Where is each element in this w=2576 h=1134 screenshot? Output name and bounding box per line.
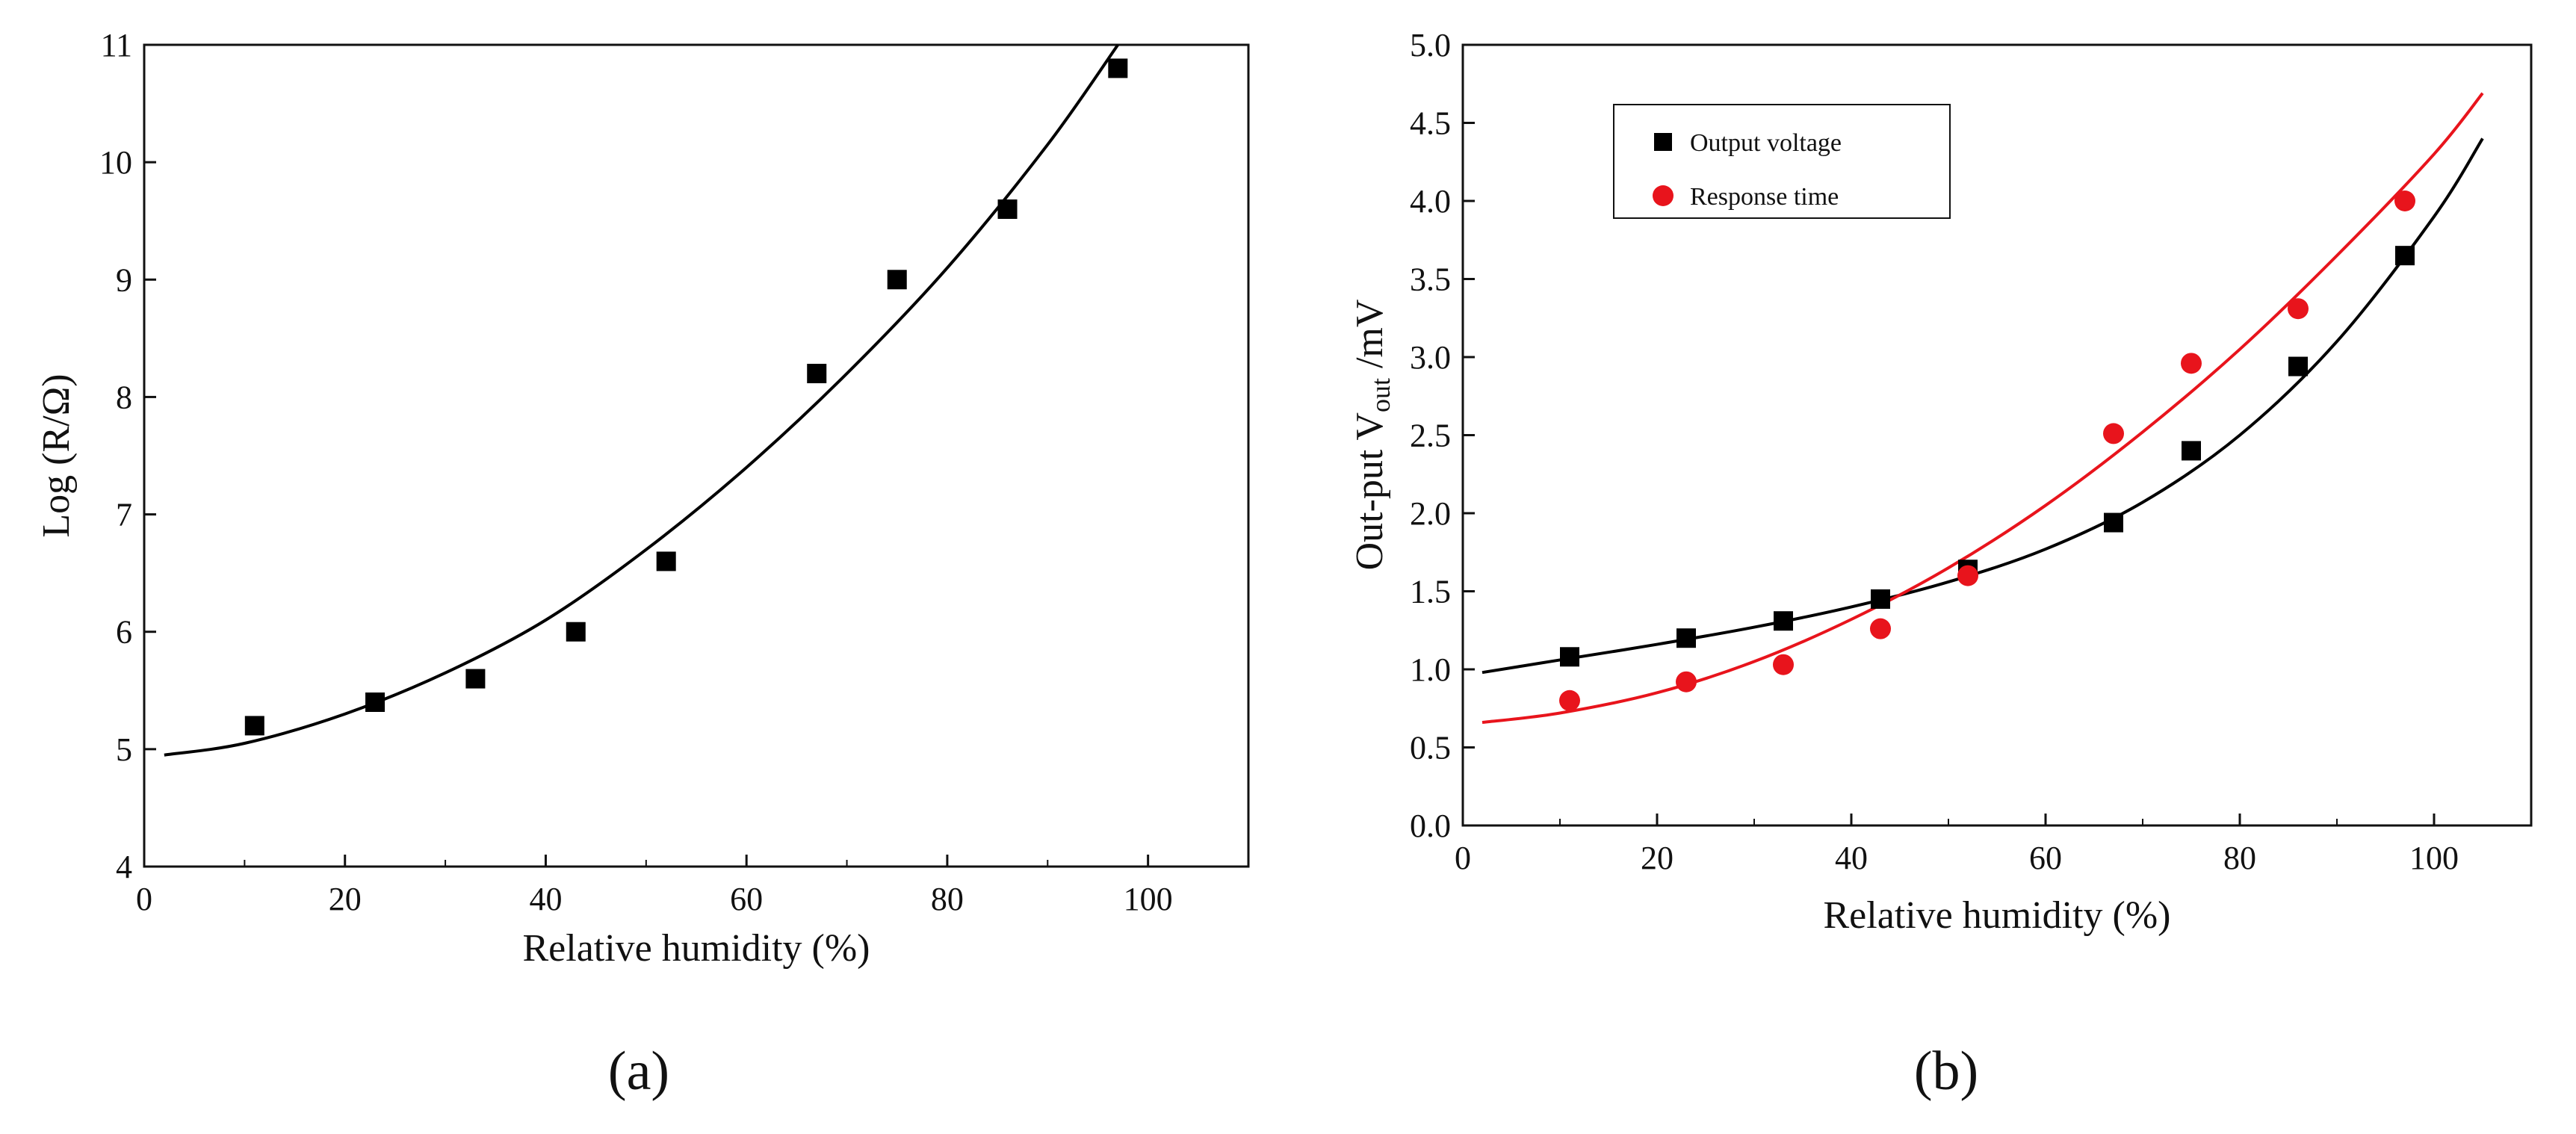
fit-curve-response-time bbox=[1481, 92, 2484, 725]
data-point-log-r bbox=[887, 270, 907, 290]
panel-label-b: (b) bbox=[1914, 1041, 1978, 1102]
legend-label-output-voltage: Output voltage bbox=[1690, 129, 1842, 157]
data-point-log-r bbox=[465, 669, 486, 689]
x-axis-title-a: Relative humidity (%) bbox=[522, 927, 870, 970]
y-axis-title-b-unit: /mV bbox=[1349, 300, 1391, 378]
x-tick-label-a: 80 bbox=[931, 881, 964, 917]
y-tick-label-b: 3.0 bbox=[1410, 339, 1451, 376]
data-point-output-voltage bbox=[1871, 589, 1890, 609]
x-tick-label-a: 40 bbox=[529, 881, 562, 917]
y-tick-label-a: 7 bbox=[116, 497, 132, 533]
data-point-response-time bbox=[2288, 298, 2309, 320]
data-point-log-r bbox=[997, 199, 1018, 219]
x-tick-label-b: 80 bbox=[2223, 840, 2256, 876]
y-tick-label-b: 0.0 bbox=[1410, 808, 1451, 844]
y-tick-label-a: 9 bbox=[116, 261, 132, 298]
x-tick-label-b: 40 bbox=[1835, 840, 1868, 876]
y-tick-label-b: 4.0 bbox=[1410, 183, 1451, 220]
y-axis-title-b: Out-put Vout /mV bbox=[1349, 300, 1396, 571]
x-tick-label-b: 60 bbox=[2029, 840, 2062, 876]
y-axis-title-a: Log (R/Ω) bbox=[35, 374, 78, 537]
legend-marker-output-voltage bbox=[1654, 133, 1672, 151]
data-point-response-time bbox=[1676, 671, 1697, 693]
chart-panel-a: 0 20 40 60 80 100 4 5 6 7 8 9 10 11 Relative humidit… bbox=[35, 27, 1250, 1102]
y-tick-label-b: 5.0 bbox=[1410, 27, 1451, 63]
legend-label-response-time: Response time bbox=[1690, 183, 1839, 211]
y-tick-label-b: 3.5 bbox=[1410, 261, 1451, 298]
y-tick-label-a: 11 bbox=[101, 27, 132, 63]
data-point-response-time bbox=[1559, 690, 1580, 711]
fit-curve-output-voltage bbox=[1481, 137, 2484, 675]
y-tick-label-a: 5 bbox=[116, 731, 132, 768]
data-point-output-voltage bbox=[2104, 512, 2123, 533]
x-tick-label-a: 0 bbox=[136, 881, 152, 917]
x-axis-a: 0 20 40 60 80 100 bbox=[136, 855, 1173, 917]
y-tick-label-b: 2.5 bbox=[1410, 418, 1451, 454]
x-tick-label-a: 60 bbox=[730, 881, 763, 917]
data-point-log-r bbox=[244, 716, 264, 736]
fit-curve-a bbox=[164, 43, 1119, 757]
data-point-response-time bbox=[1870, 618, 1891, 639]
legend-marker-response-time bbox=[1653, 185, 1674, 206]
y-tick-label-b: 1.5 bbox=[1410, 574, 1451, 610]
x-tick-label-b: 0 bbox=[1455, 840, 1471, 876]
y-tick-label-a: 8 bbox=[116, 379, 132, 415]
data-point-output-voltage bbox=[1774, 611, 1793, 631]
y-tick-label-b: 0.5 bbox=[1410, 730, 1451, 766]
y-tick-label-a: 10 bbox=[99, 144, 132, 181]
y-axis-title-b-main: Out-put V bbox=[1349, 412, 1391, 570]
plot-frame-a bbox=[143, 43, 1250, 868]
data-point-output-voltage bbox=[1560, 647, 1579, 667]
x-tick-label-b: 20 bbox=[1641, 840, 1674, 876]
chart-panel-b: 0 20 40 60 80 100 0.0 0.5 1.0 1.5 2.0 2.5 3.0 3.5 4.0… bbox=[1349, 27, 2533, 1102]
y-tick-label-b: 2.0 bbox=[1410, 495, 1451, 532]
y-tick-label-b: 1.0 bbox=[1410, 651, 1451, 688]
y-axis-b: 0.0 0.5 1.0 1.5 2.0 2.5 3.0 3.5 4.0 4.5 5.0 bbox=[1410, 27, 1475, 844]
data-point-response-time bbox=[2103, 423, 2124, 444]
y-tick-label-a: 6 bbox=[116, 614, 132, 651]
data-point-log-r bbox=[1108, 58, 1128, 78]
data-point-log-r bbox=[656, 551, 676, 571]
x-axis-b: 0 20 40 60 80 100 bbox=[1455, 814, 2459, 876]
x-axis-title-b: Relative humidity (%) bbox=[1823, 894, 2170, 937]
data-points-a bbox=[244, 58, 1128, 736]
panel-label-a: (a) bbox=[608, 1041, 669, 1102]
data-point-response-time bbox=[1773, 654, 1794, 675]
x-tick-label-b: 100 bbox=[2409, 840, 2459, 876]
data-point-response-time bbox=[2181, 353, 2202, 374]
data-point-output-voltage bbox=[2288, 356, 2308, 377]
data-point-log-r bbox=[365, 693, 386, 712]
data-point-log-r bbox=[566, 622, 586, 642]
data-points-b bbox=[1559, 190, 2415, 711]
y-axis-a: 4 5 6 7 8 9 10 11 bbox=[99, 27, 156, 885]
data-point-log-r bbox=[807, 364, 827, 383]
y-tick-label-b: 4.5 bbox=[1410, 105, 1451, 142]
legend: Output voltage Response time bbox=[1613, 104, 1951, 219]
data-point-output-voltage bbox=[1676, 628, 1696, 648]
y-tick-label-a: 4 bbox=[116, 849, 132, 885]
data-point-response-time bbox=[2394, 190, 2415, 211]
y-axis-title-b-subscript: out bbox=[1366, 378, 1396, 412]
data-point-output-voltage bbox=[2182, 441, 2201, 461]
x-tick-label-a: 20 bbox=[329, 881, 362, 917]
data-point-output-voltage bbox=[2395, 246, 2415, 266]
data-point-response-time bbox=[1957, 565, 1978, 586]
x-tick-label-a: 100 bbox=[1124, 881, 1173, 917]
